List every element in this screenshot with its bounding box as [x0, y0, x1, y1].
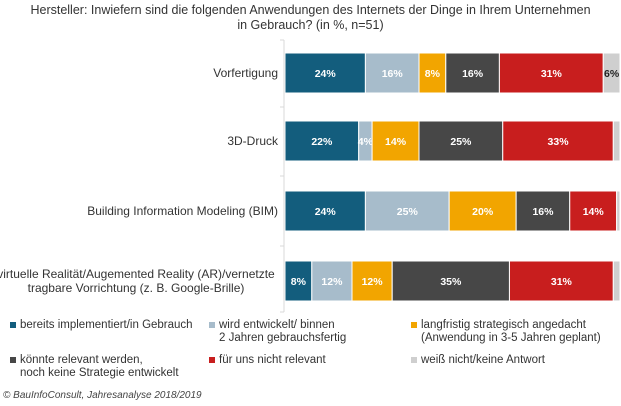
data-label: 4%	[358, 136, 374, 148]
category-label-line: tragbare Vorrichtung (z. B. Google-Brill…	[27, 281, 245, 295]
category-label: virtuelle Realität/Augemented Reality (A…	[0, 267, 281, 295]
bar-segment	[364, 52, 420, 94]
legend-label: bereits implementiert/in Gebrauch	[20, 319, 193, 332]
legend-swatch	[411, 322, 417, 328]
data-label: 25%	[397, 206, 419, 218]
bar-segment	[448, 190, 517, 232]
legend-swatch	[411, 357, 417, 363]
legend-swatch	[10, 357, 16, 363]
legend-label-line: bereits implementiert/in Gebrauch	[20, 319, 193, 331]
legend-label-line: für uns nicht relevant	[219, 354, 326, 366]
bar-segment	[498, 52, 604, 94]
data-label: 16%	[382, 68, 404, 80]
bar-segment	[351, 260, 393, 302]
category-label: Building Information Modeling (BIM)	[87, 204, 278, 218]
data-label: 12%	[362, 276, 384, 288]
bar-group: 22% 4% 14% 25% 33%	[284, 120, 621, 162]
bar-segment	[391, 260, 510, 302]
bar-segment	[311, 260, 353, 302]
data-label: 25%	[450, 136, 472, 148]
bar-segment	[616, 190, 621, 232]
bar-segment	[364, 190, 450, 232]
chart-title: Hersteller: Inwiefern sind die folgenden…	[0, 3, 621, 33]
data-label: 31%	[541, 68, 563, 80]
legend-label: könnte relevant werden, noch keine Strate…	[20, 354, 179, 380]
chart-title-line-1: Hersteller: Inwiefern sind die folgenden…	[30, 3, 591, 17]
bar-segment	[612, 260, 621, 302]
legend-swatch	[209, 322, 215, 328]
data-label: 12%	[321, 276, 343, 288]
data-label: 6%	[604, 68, 620, 80]
data-label: 20%	[472, 206, 494, 218]
data-label: 8%	[425, 68, 441, 80]
data-label: 8%	[291, 276, 307, 288]
bar-group: 24% 25% 20% 16% 14%	[284, 190, 621, 232]
legend-label-line: weiß nicht/keine Antwort	[421, 354, 546, 366]
bar-group: 24% 16% 8% 16% 31% 6%	[284, 52, 621, 94]
data-label: 33%	[548, 136, 570, 148]
data-label: 24%	[315, 206, 337, 218]
bar-segment	[515, 190, 571, 232]
data-label: 24%	[315, 68, 337, 80]
data-label: 14%	[385, 136, 407, 148]
bar-segment	[569, 190, 618, 232]
bar-segment	[502, 120, 614, 162]
legend-label: wird entwickelt/ binnen 2 Jahren gebrauch…	[219, 319, 346, 345]
chart-title-line-2: in Gebrauch? (in %, n=51)	[237, 18, 384, 32]
source-footer: © BauInfoConsult, Jahresanalyse 2018/201…	[3, 390, 202, 401]
category-label: Vorfertigung	[213, 66, 278, 80]
bar-segment	[284, 120, 360, 162]
bar-segment	[602, 52, 621, 94]
legend-label-line: 2 Jahren gebrauchsfertig	[219, 332, 347, 344]
legend-label-line: langfristig strategisch angedacht	[421, 319, 586, 331]
category-label-line: 3D-Druck	[227, 134, 278, 148]
bar-group: 8% 12% 12% 35% 31%	[284, 260, 621, 302]
legend-label-line: (Anwendung in 3-5 Jahren geplant)	[421, 332, 601, 344]
data-label: 16%	[532, 206, 554, 218]
category-label-line: virtuelle Realität/Augemented Reality (A…	[0, 267, 275, 281]
legend-label: weiß nicht/keine Antwort	[421, 354, 545, 367]
legend-label: für uns nicht relevant	[219, 354, 326, 367]
category-label: 3D-Druck	[227, 134, 278, 148]
legend-swatch	[10, 322, 16, 328]
data-label: 31%	[551, 276, 573, 288]
data-label: 14%	[583, 206, 605, 218]
legend-label: langfristig strategisch angedacht (Anwend…	[421, 319, 601, 345]
data-label: 16%	[462, 68, 484, 80]
category-label-line: Vorfertigung	[213, 66, 278, 80]
bar-segment	[508, 260, 614, 302]
bar-segment	[284, 190, 366, 232]
bar-segment	[284, 52, 366, 94]
bar-segment	[284, 260, 313, 302]
legend-label-line: noch keine Strategie entwickelt	[20, 367, 179, 379]
bar-segment	[612, 120, 621, 162]
data-label: 35%	[440, 276, 462, 288]
category-label-line: Building Information Modeling (BIM)	[87, 204, 278, 218]
data-label: 22%	[311, 136, 333, 148]
bar-segment	[418, 120, 504, 162]
bar-segment	[445, 52, 500, 94]
legend-label-line: wird entwickelt/ binnen	[219, 319, 335, 331]
legend-label-line: könnte relevant werden,	[20, 354, 143, 366]
legend-swatch	[209, 357, 215, 363]
